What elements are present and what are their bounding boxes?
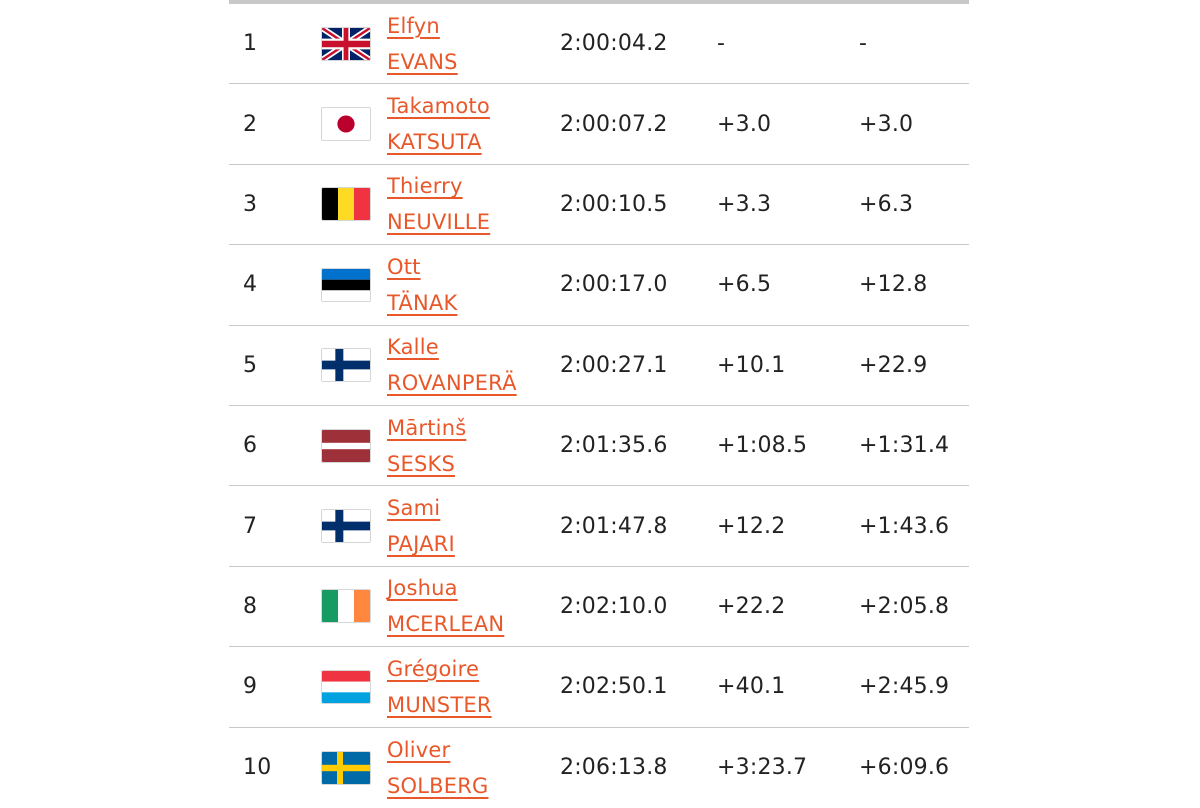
position: 9 (243, 674, 258, 700)
driver-first-name-link[interactable]: Joshua (387, 576, 458, 601)
driver-first-name-link[interactable]: Elfyn (387, 13, 440, 38)
fi-flag-icon (321, 509, 371, 544)
table-row: 10 Oliver SOLBERG 2:06:13.8 +3:23.7 +6:0… (229, 728, 969, 808)
table-row: 5 Kalle ROVANPERÄ 2:00:27.1 +10.1 +22.9 (229, 326, 969, 406)
driver-first-name-link[interactable]: Sami (387, 496, 441, 521)
diff-first: +2:05.8 (859, 593, 950, 619)
jp-flag-icon (321, 107, 371, 142)
diff-first: +12.8 (859, 272, 928, 298)
total-time: 2:01:35.6 (560, 433, 668, 459)
driver-first-name-link[interactable]: Thierry (387, 174, 463, 199)
driver-last-name-link[interactable]: MCERLEAN (387, 612, 505, 637)
table-row: 7 Sami PAJARI 2:01:47.8 +12.2 +1:43.6 (229, 486, 969, 567)
diff-first: +22.9 (859, 352, 928, 378)
position: 4 (243, 272, 258, 298)
fi-flag-icon (321, 348, 371, 383)
driver-last-name-link[interactable]: NEUVILLE (387, 210, 491, 235)
driver-first-name-link[interactable]: Mārtinš (387, 415, 467, 440)
diff-prev: +3.0 (717, 111, 772, 137)
lv-flag-icon (321, 428, 371, 463)
total-time: 2:06:13.8 (560, 755, 668, 781)
total-time: 2:00:07.2 (560, 111, 668, 137)
driver-last-name-link[interactable]: ROVANPERÄ (387, 371, 517, 396)
diff-first: +6.3 (859, 191, 914, 217)
diff-prev: +22.2 (717, 593, 786, 619)
position: 2 (243, 111, 258, 137)
position: 1 (243, 31, 258, 57)
diff-first: +3.0 (859, 111, 914, 137)
driver-last-name-link[interactable]: SOLBERG (387, 773, 489, 798)
total-time: 2:01:47.8 (560, 513, 668, 539)
driver-first-name-link[interactable]: Kalle (387, 335, 439, 360)
diff-prev: - (717, 31, 726, 57)
position: 3 (243, 191, 258, 217)
table-row: 6 Mārtinš SESKS 2:01:35.6 +1:08.5 +1:31.… (229, 406, 969, 487)
table-row: 8 Joshua MCERLEAN 2:02:10.0 +22.2 +2:05.… (229, 567, 969, 648)
table-row: 9 Grégoire MUNSTER 2:02:50.1 +40.1 +2:45… (229, 647, 969, 728)
be-flag-icon (321, 187, 371, 222)
table-row: 3 Thierry NEUVILLE 2:00:10.5 +3.3 +6.3 (229, 165, 969, 246)
diff-prev: +12.2 (717, 513, 786, 539)
ee-flag-icon (321, 267, 371, 302)
table-row: 2 Takamoto KATSUTA 2:00:07.2 +3.0 +3.0 (229, 84, 969, 165)
total-time: 2:00:27.1 (560, 352, 668, 378)
position: 7 (243, 513, 258, 539)
results-table: 1 Elfyn EVANS 2:00:04.2 - - 2 Tak (229, 0, 969, 800)
driver-last-name-link[interactable]: EVANS (387, 49, 458, 74)
ie-flag-icon (321, 589, 371, 624)
driver-first-name-link[interactable]: Ott (387, 254, 421, 279)
total-time: 2:00:17.0 (560, 272, 668, 298)
total-time: 2:00:04.2 (560, 31, 668, 57)
driver-last-name-link[interactable]: PAJARI (387, 532, 455, 557)
diff-first: +2:45.9 (859, 674, 950, 700)
driver-last-name-link[interactable]: SESKS (387, 451, 456, 476)
diff-prev: +40.1 (717, 674, 786, 700)
total-time: 2:02:10.0 (560, 593, 668, 619)
driver-first-name-link[interactable]: Takamoto (387, 94, 490, 119)
diff-first: +6:09.6 (859, 755, 950, 781)
diff-first: +1:43.6 (859, 513, 950, 539)
diff-prev: +3:23.7 (717, 755, 808, 781)
position: 6 (243, 433, 258, 459)
diff-prev: +10.1 (717, 352, 786, 378)
total-time: 2:00:10.5 (560, 191, 668, 217)
driver-first-name-link[interactable]: Oliver (387, 737, 451, 762)
position: 8 (243, 593, 258, 619)
driver-first-name-link[interactable]: Grégoire (387, 656, 480, 681)
se-flag-icon (321, 750, 371, 785)
position: 5 (243, 352, 258, 378)
table-row: 4 Ott TÄNAK 2:00:17.0 +6.5 +12.8 (229, 245, 969, 326)
total-time: 2:02:50.1 (560, 674, 668, 700)
table-row: 1 Elfyn EVANS 2:00:04.2 - - (229, 4, 969, 85)
driver-last-name-link[interactable]: KATSUTA (387, 130, 482, 155)
lu-flag-icon (321, 669, 371, 704)
driver-last-name-link[interactable]: MUNSTER (387, 692, 492, 717)
diff-prev: +3.3 (717, 191, 772, 217)
diff-prev: +6.5 (717, 272, 772, 298)
diff-first: +1:31.4 (859, 433, 950, 459)
driver-last-name-link[interactable]: TÄNAK (387, 290, 458, 315)
position: 10 (243, 755, 272, 781)
gb-flag-icon (321, 26, 371, 61)
diff-first: - (859, 31, 868, 57)
diff-prev: +1:08.5 (717, 433, 808, 459)
